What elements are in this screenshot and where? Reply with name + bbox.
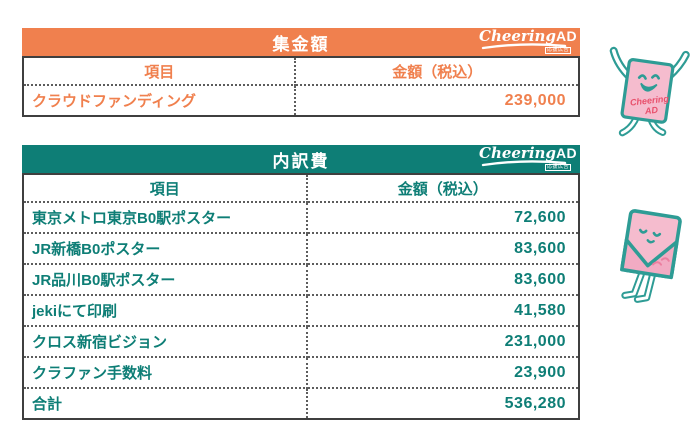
header-item: 項目 — [22, 173, 308, 203]
logo-ad-text: AD — [555, 145, 578, 161]
table-header-row: 項目 金額（税込） — [21, 56, 580, 86]
table-row: 合計 536,280 — [22, 387, 581, 420]
poster-label-line1: Cheering — [629, 94, 669, 108]
header-item: 項目 — [21, 56, 297, 86]
cheering-ad-logo: CheeringAD 応援広告 — [479, 146, 577, 171]
item-cell: jekiにて印刷 — [22, 294, 308, 327]
amount-cell: 231,000 — [305, 325, 581, 358]
breakdown-title-bar: 内訳費 CheeringAD 応援広告 — [22, 145, 580, 173]
logo-ad-text: AD — [555, 28, 578, 44]
logo-text: CheeringAD — [479, 145, 577, 162]
item-cell: JR品川B0駅ポスター — [22, 263, 308, 296]
amount-cell: 239,000 — [294, 84, 580, 117]
header-amount: 金額（税込） — [294, 56, 580, 86]
logo-badge: 応援広告 — [544, 164, 571, 171]
amount-cell: 41,580 — [305, 294, 581, 327]
amount-cell: 83,600 — [305, 232, 581, 265]
collection-table: 項目 金額（税込） クラウドファンディング 239,000 — [21, 56, 580, 117]
shy-envelope-mascot — [620, 209, 682, 303]
table-row: JR新橋B0ポスター 83,600 — [22, 232, 581, 265]
item-cell: 東京メトロ東京B0駅ポスター — [22, 201, 308, 234]
item-cell: クラウドファンディング — [21, 84, 297, 117]
logo-badge: 応援広告 — [544, 47, 571, 54]
amount-cell: 83,600 — [305, 263, 581, 296]
table-row: クラファン手数料 23,900 — [22, 356, 581, 389]
table-row: クロス新宿ビジョン 231,000 — [22, 325, 581, 358]
item-cell: クロス新宿ビジョン — [22, 325, 308, 358]
item-cell: JR新橋B0ポスター — [22, 232, 308, 265]
total-item-cell: 合計 — [22, 387, 308, 420]
amount-cell: 72,600 — [305, 201, 581, 234]
poster-label-line2: AD — [643, 105, 658, 116]
item-cell: クラファン手数料 — [22, 356, 308, 389]
logo-swoosh-icon — [481, 160, 567, 167]
table-row: jekiにて印刷 41,580 — [22, 294, 581, 327]
table-row: JR品川B0駅ポスター 83,600 — [22, 263, 581, 296]
table-header-row: 項目 金額（税込） — [22, 173, 581, 203]
collection-table-block: 集金額 CheeringAD 応援広告 項目 金額（税込） クラウドファンディン… — [21, 28, 580, 117]
amount-cell: 23,900 — [305, 356, 581, 389]
total-amount-cell: 536,280 — [305, 387, 581, 420]
logo-script-text: Cheering — [479, 144, 556, 162]
logo-text: CheeringAD — [479, 28, 577, 45]
header-amount: 金額（税込） — [305, 173, 581, 203]
logo-swoosh-icon — [481, 43, 567, 50]
cheering-poster-mascot: Cheering AD — [609, 46, 690, 137]
logo-script-text: Cheering — [479, 27, 556, 45]
breakdown-table: 項目 金額（税込） 東京メトロ東京B0駅ポスター 72,600 JR新橋B0ポス… — [22, 173, 581, 420]
table-row: 東京メトロ東京B0駅ポスター 72,600 — [22, 201, 581, 234]
breakdown-table-block: 内訳費 CheeringAD 応援広告 項目 金額（税込） 東京メトロ東京B0駅… — [22, 145, 581, 420]
breakdown-title: 内訳費 — [272, 151, 330, 171]
collection-title: 集金額 — [272, 34, 330, 54]
cheering-ad-logo: CheeringAD 応援広告 — [479, 29, 577, 54]
table-row: クラウドファンディング 239,000 — [21, 84, 580, 117]
collection-title-bar: 集金額 CheeringAD 応援広告 — [22, 28, 580, 56]
